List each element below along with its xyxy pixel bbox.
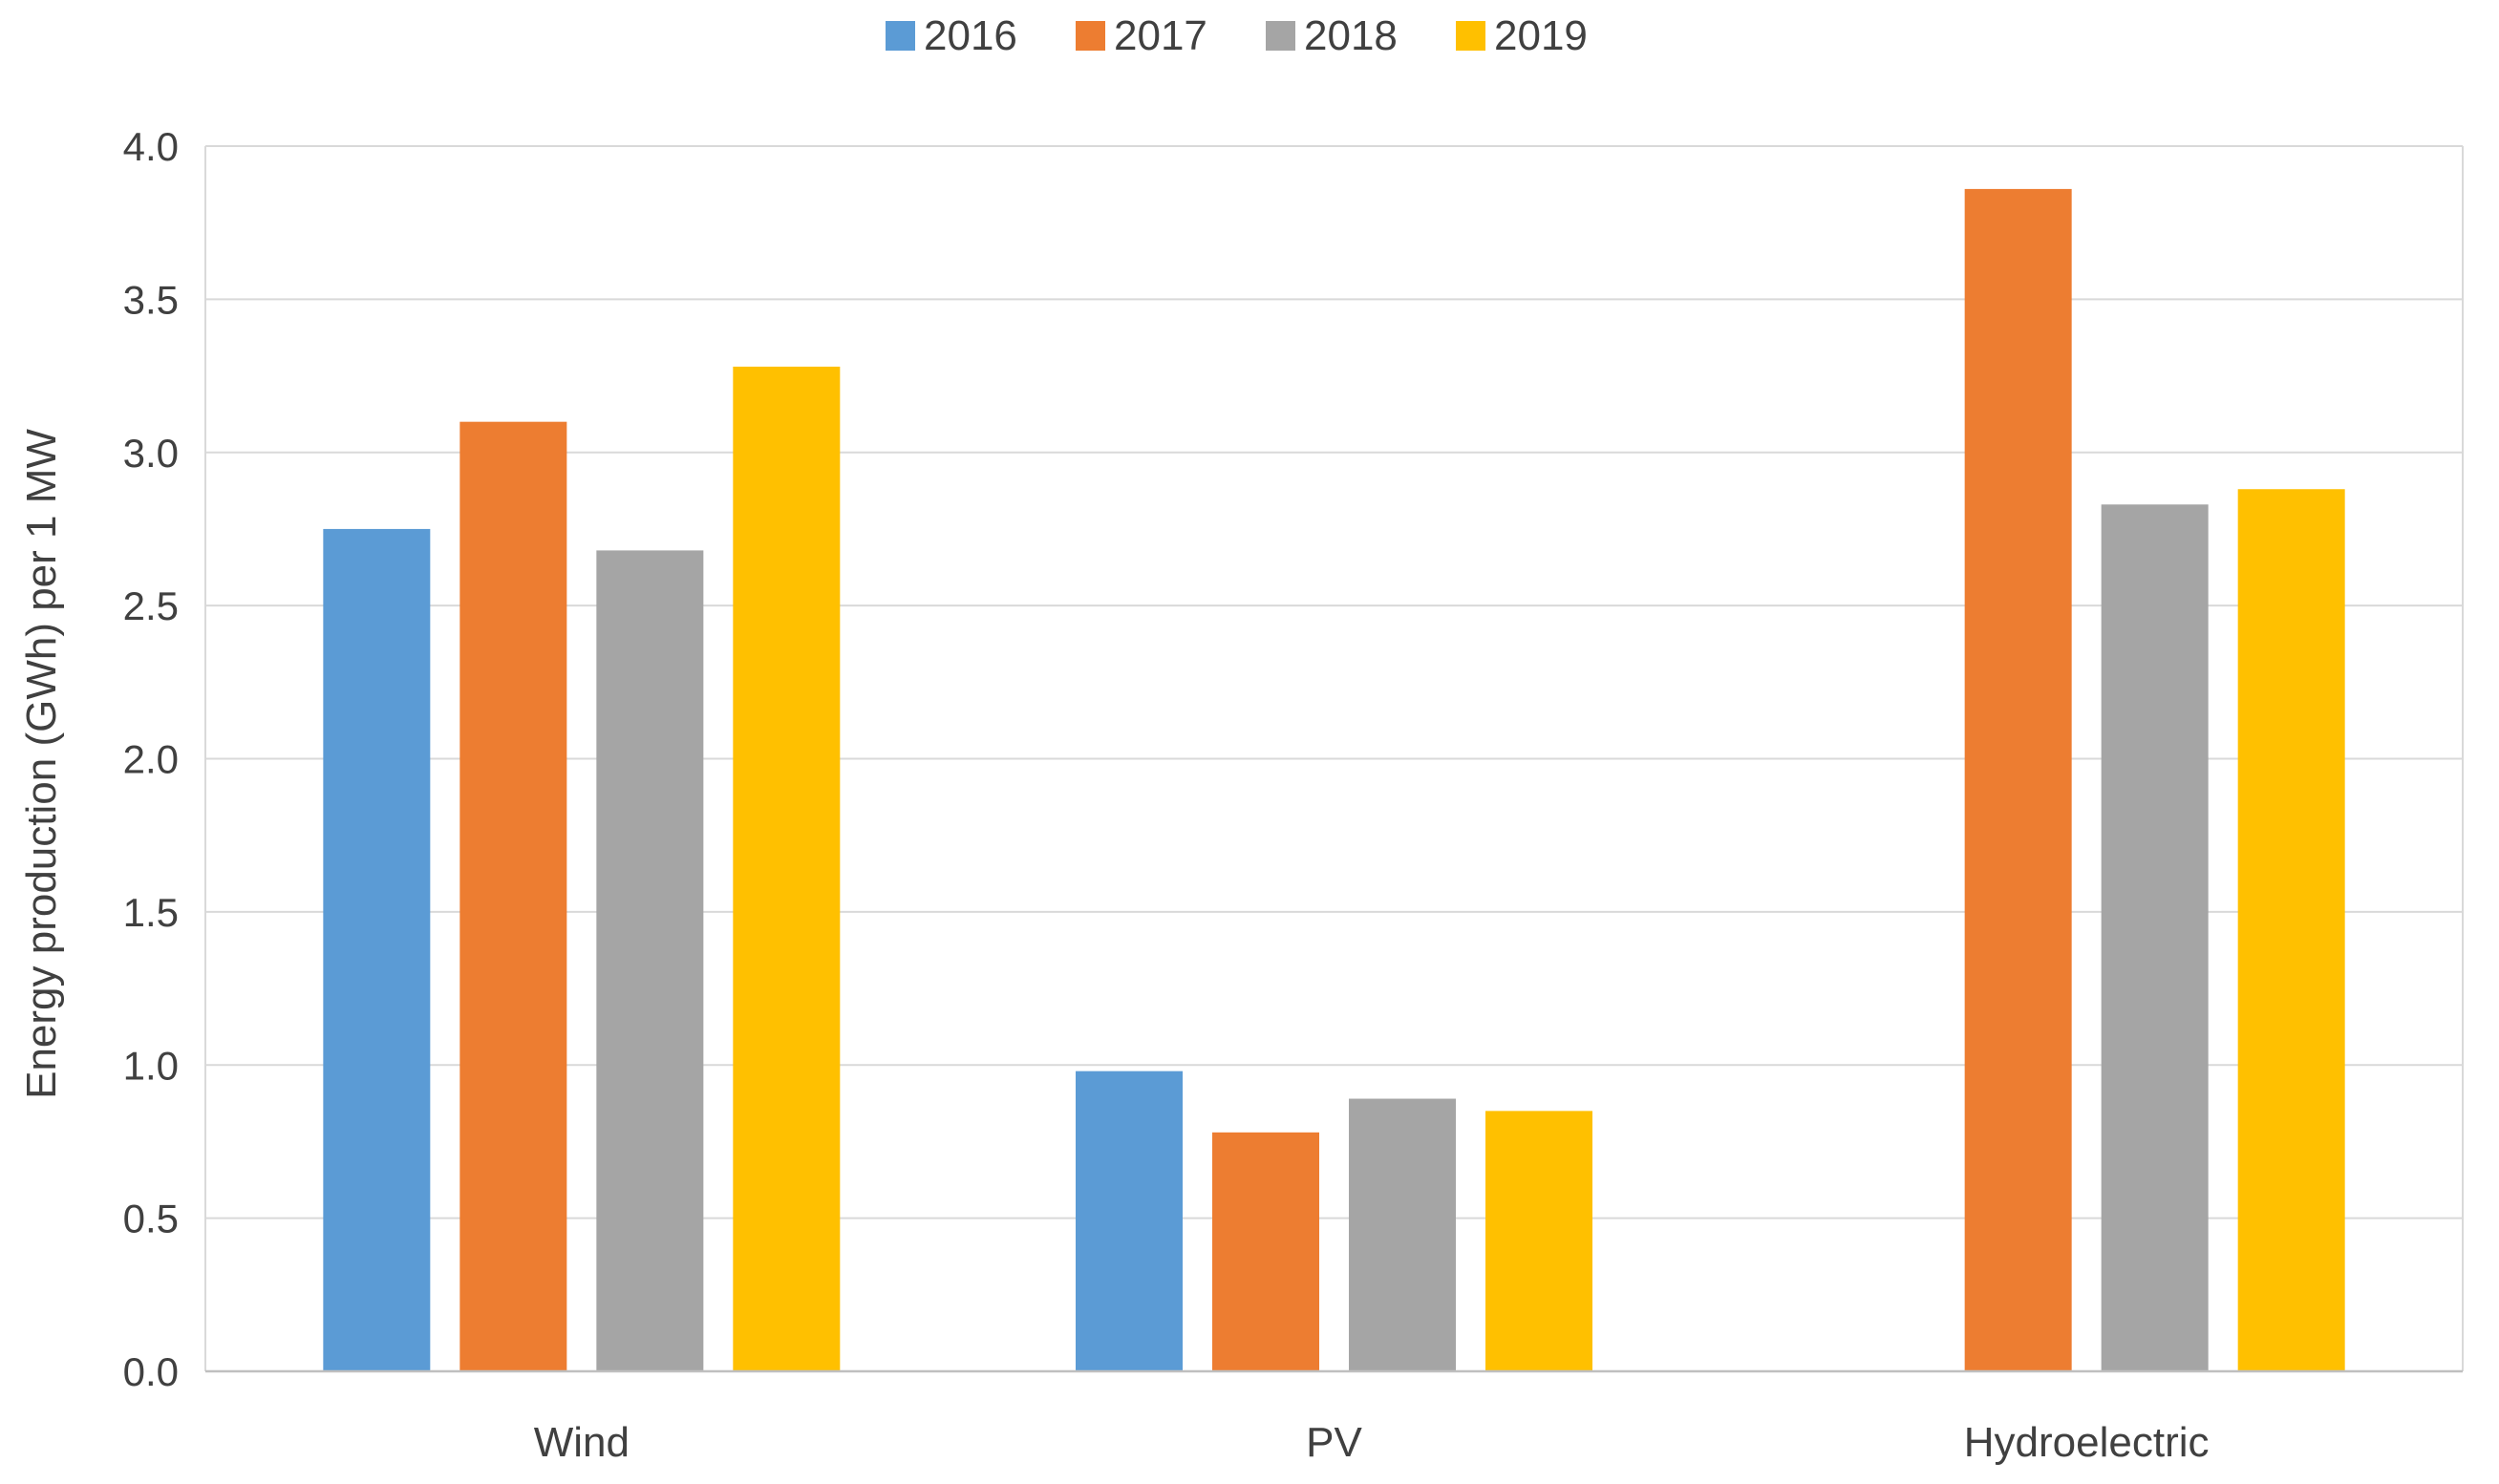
x-tick-label: PV <box>1306 1419 1362 1466</box>
x-tick-label: Wind <box>534 1419 630 1466</box>
legend-swatch-2016 <box>886 21 915 51</box>
legend-swatch-2019 <box>1456 21 1485 51</box>
bar-2018-pv <box>1349 1098 1456 1371</box>
bar-2019-pv <box>1485 1111 1592 1371</box>
y-tick-label: 3.0 <box>123 431 179 476</box>
y-tick-label: 2.0 <box>123 737 179 782</box>
legend-label-2019: 2019 <box>1494 12 1588 59</box>
y-tick-label: 0.0 <box>123 1349 179 1394</box>
bar-2017-hydroelectric <box>1964 188 2072 1371</box>
bar-2016-pv <box>1076 1071 1183 1371</box>
bar-2018-hydroelectric <box>2101 504 2209 1371</box>
bar-2018-wind <box>596 550 704 1371</box>
y-tick-label: 1.0 <box>123 1043 179 1088</box>
legend: 2016 2017 2018 2019 <box>886 12 1588 59</box>
gridlines <box>204 145 2464 1371</box>
bars <box>323 188 2345 1372</box>
x-tick-label: Hydroelectric <box>1964 1419 2210 1466</box>
axes: 0.0 0.5 1.0 1.5 2.0 2.5 3.0 3.5 4.0 Wind PV Hydroel… <box>123 124 2463 1466</box>
legend-swatch-2018 <box>1266 21 1295 51</box>
bar-2017-wind <box>459 421 567 1371</box>
legend-swatch-2017 <box>1076 21 1105 51</box>
y-tick-label: 2.5 <box>123 583 179 628</box>
bar-2016-wind <box>323 528 431 1371</box>
y-tick-label: 3.5 <box>123 277 179 322</box>
y-tick-label: 0.5 <box>123 1197 179 1241</box>
legend-label-2017: 2017 <box>1114 12 1207 59</box>
bar-2019-wind <box>733 366 841 1372</box>
legend-label-2016: 2016 <box>924 12 1017 59</box>
legend-label-2018: 2018 <box>1304 12 1398 59</box>
bar-2017-pv <box>1212 1132 1319 1371</box>
y-tick-label: 1.5 <box>123 890 179 935</box>
y-axis-title: Energy production (GWh) per 1 MW <box>18 429 65 1099</box>
y-tick-label: 4.0 <box>123 124 179 169</box>
bar-2019-hydroelectric <box>2237 489 2345 1371</box>
